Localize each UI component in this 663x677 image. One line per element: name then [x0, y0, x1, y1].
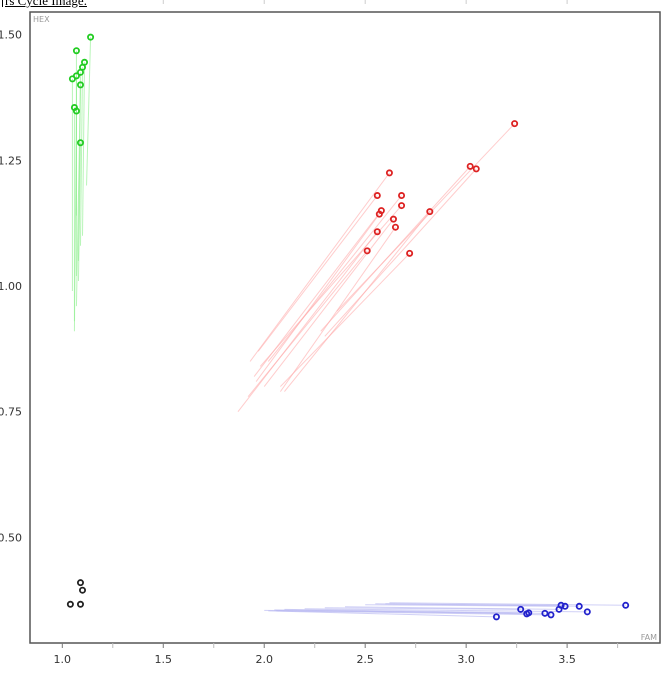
data-point: [76, 600, 84, 608]
trajectory-line: [267, 195, 402, 362]
data-point: [373, 228, 381, 236]
caption-text: rs Cycle Image.: [5, 0, 87, 8]
trajectory-line: [79, 67, 83, 246]
data-point: [523, 610, 531, 618]
trajectory-line: [82, 62, 86, 236]
trajectory-line: [280, 252, 410, 387]
trajectory-line: [276, 610, 551, 616]
trajectory-line: [284, 211, 431, 392]
data-point: [547, 611, 555, 619]
trajectory-line: [389, 602, 626, 606]
data-point: [373, 192, 381, 200]
trajectory-line: [86, 37, 92, 186]
data-point: [76, 579, 84, 587]
trajectory-line: [75, 84, 81, 307]
trajectory-line: [253, 210, 382, 377]
trajectory-line: [375, 603, 562, 606]
trajectory-line: [257, 195, 378, 352]
x-axis-label: FAM: [641, 633, 657, 642]
y-axis-label: HEX: [33, 15, 50, 24]
data-point: [511, 120, 519, 128]
data-point: [517, 605, 525, 613]
trajectory-line: [255, 213, 380, 382]
y-tick-label: 0.75: [0, 406, 22, 419]
data-point: [66, 600, 74, 608]
data-point: [426, 208, 434, 216]
data-point: [68, 75, 76, 83]
data-point: [472, 165, 480, 173]
trajectory-line: [264, 609, 545, 614]
trajectory-line: [268, 610, 497, 618]
data-point: [375, 210, 383, 218]
top-caption: rs Cycle Image.: [2, 0, 87, 9]
x-tick-label: 1.0: [54, 653, 72, 666]
data-point: [561, 602, 569, 610]
x-tick-label: 1.5: [155, 653, 173, 666]
trajectory-line: [324, 168, 477, 337]
data-point: [76, 139, 84, 147]
x-tick-label: 2.0: [255, 653, 273, 666]
data-point: [492, 613, 500, 621]
data-point: [79, 586, 87, 594]
data-point: [385, 169, 393, 177]
trajectory-line: [73, 111, 77, 332]
data-point: [466, 162, 474, 170]
y-tick-label: 1.50: [0, 29, 22, 42]
trajectory-line: [249, 172, 390, 362]
y-tick-label: 1.00: [0, 280, 22, 293]
data-point: [87, 33, 95, 41]
data-point: [72, 47, 80, 55]
data-point: [363, 247, 371, 255]
data-point: [622, 601, 630, 609]
trajectory-line: [77, 142, 81, 281]
y-tick-label: 0.50: [0, 531, 22, 544]
x-tick-label: 3.5: [558, 653, 576, 666]
data-point: [389, 215, 397, 223]
y-tick-label: 1.25: [0, 154, 22, 167]
data-point: [541, 609, 549, 617]
data-point: [575, 602, 583, 610]
trajectory-line: [279, 226, 396, 392]
data-point: [76, 68, 84, 76]
trajectory-line: [320, 166, 471, 332]
data-point: [398, 202, 406, 210]
x-tick-label: 2.5: [356, 653, 374, 666]
data-point: [391, 223, 399, 231]
data-point: [406, 249, 414, 257]
data-point: [76, 81, 84, 89]
trajectory-line: [247, 250, 368, 397]
data-point: [398, 192, 406, 200]
trajectory-line: [237, 231, 378, 413]
trajectory-line: [365, 604, 566, 607]
data-point: [72, 107, 80, 115]
plot-frame: [29, 11, 661, 644]
data-point: [555, 605, 563, 613]
x-tick-label: 3.0: [457, 653, 475, 666]
data-point: [583, 608, 591, 616]
trajectory-line: [263, 218, 394, 387]
trajectory-line: [259, 205, 402, 367]
trajectory-line: [304, 608, 588, 613]
trajectory-line: [324, 607, 521, 610]
